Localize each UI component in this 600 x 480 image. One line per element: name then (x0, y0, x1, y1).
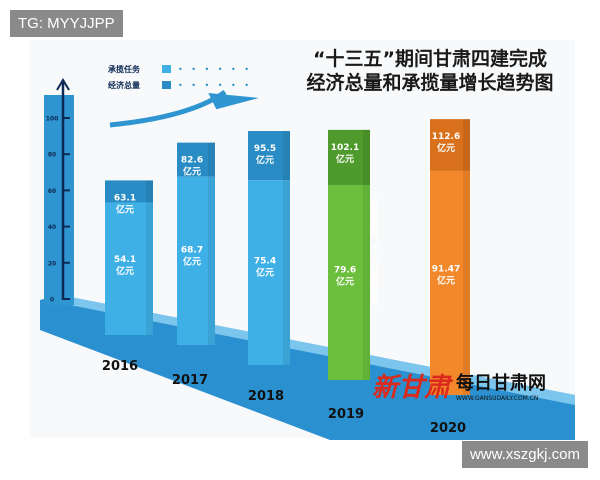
legend: 承揽任务 经济总量 • • • • • • • • • • • • (108, 64, 252, 90)
x-tick-label: 2019 (328, 407, 364, 422)
logo-calligraphy: 新甘肃 (372, 373, 454, 403)
bar-task-2016 (105, 202, 153, 335)
data-label-task: 79.6 亿元 (334, 266, 356, 288)
legend-task-swatch (162, 65, 171, 73)
title-line-2: 经济总量和承揽量增长趋势图 (306, 72, 554, 94)
x-tick-label: 2017 (172, 373, 208, 388)
y-tick-label: 20 (48, 260, 56, 267)
legend-task-label: 承揽任务 (108, 64, 141, 74)
chart-title: “十三五”期间甘肃四建完成 经济总量和承揽量增长趋势图 (285, 47, 575, 95)
bar-side-shade (208, 142, 215, 345)
y-axis-arrow-icon (56, 78, 70, 91)
bar-side-shade (463, 119, 470, 395)
watermark-bottom-right: www.xszgkj.com (461, 441, 588, 468)
data-label-total: 82.6 亿元 (181, 156, 203, 178)
data-label-task: 75.4 亿元 (254, 256, 276, 278)
data-label-total: 102.1 亿元 (331, 143, 359, 165)
bar-total-2017 (177, 142, 215, 177)
legend-total-label: 经济总量 (108, 80, 140, 90)
y-tick-label: 0 (50, 297, 54, 304)
legend-dots: • • • • • • (178, 81, 252, 90)
x-tick-label: 2016 (102, 359, 138, 374)
axis-column (44, 95, 74, 305)
bar-task-2018 (248, 180, 290, 365)
bar-side-shade (283, 131, 290, 365)
bar-task-2019 (328, 184, 370, 380)
data-label-task: 54.1 亿元 (114, 255, 136, 277)
data-label-task: 68.7 亿元 (181, 245, 203, 267)
legend-total-swatch (162, 81, 171, 89)
x-tick-label: 2018 (248, 389, 284, 404)
bar-task-2017 (177, 176, 215, 345)
trend-arrow-head-icon (208, 93, 260, 110)
bar-total-2019 (328, 129, 370, 185)
annotation-text: 已提前完成“十三五”目标任务 (370, 198, 380, 306)
x-tick-label: 2020 (430, 421, 466, 436)
bar-side-shade (363, 129, 370, 380)
logo-url: WWW.GANSUDAILY.COM.CN (456, 395, 538, 402)
data-label-total: 63.1 亿元 (114, 193, 136, 215)
bar-total-2016 (105, 180, 153, 203)
floor-strip (40, 295, 575, 440)
bar-side-shade (146, 180, 153, 335)
data-label-total: 112.6 亿元 (432, 132, 460, 154)
y-tick-label: 40 (48, 224, 56, 231)
y-tick-label: 80 (48, 152, 56, 159)
bar-total-2020 (430, 119, 470, 171)
data-label-task: 91.47 亿元 (432, 265, 460, 287)
bar-task-2020 (430, 170, 470, 395)
logo: 新甘肃 每日甘肃网 WWW.GANSUDAILY.COM.CN (372, 372, 546, 403)
logo-name: 每日甘肃网 (456, 372, 546, 394)
y-tick-label: 100 (46, 116, 59, 123)
title-line-1: “十三五”期间甘肃四建完成 (313, 48, 547, 70)
y-tick-label: 60 (48, 188, 56, 195)
bar-total-2018 (248, 131, 290, 181)
watermark-top-left: TG: MYYJJPP (10, 10, 123, 37)
data-label-total: 95.5 亿元 (254, 144, 276, 166)
legend-dots: • • • • • • (178, 65, 252, 74)
